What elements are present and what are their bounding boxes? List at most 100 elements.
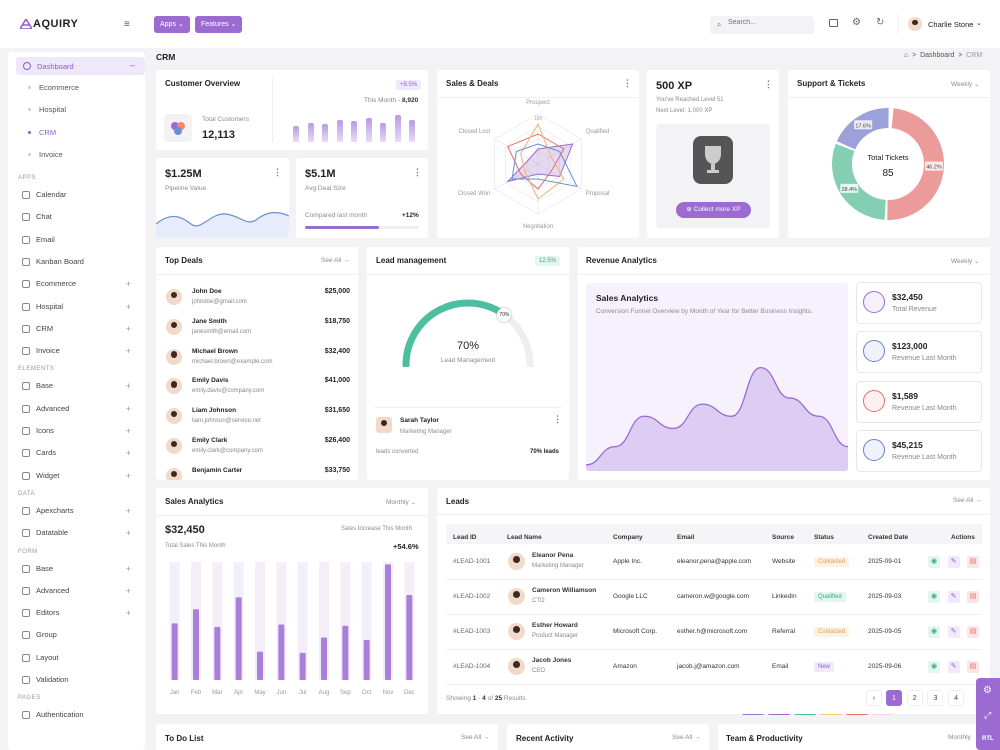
deal-row[interactable]: John Doe johndoe@gmail.com $25,000: [164, 285, 350, 313]
logo-text[interactable]: AQUIRY: [33, 18, 79, 30]
sidebar-item-hospital[interactable]: Hospital +: [8, 297, 145, 317]
sidebar-item-kanban-board[interactable]: Kanban Board: [8, 252, 145, 272]
features-dropdown[interactable]: Features ⌄: [195, 16, 243, 33]
more-icon[interactable]: ⋮: [623, 78, 632, 88]
widget-icon: [22, 471, 30, 480]
view-icon[interactable]: ◉: [928, 626, 940, 638]
revenue-stat-card[interactable]: $123,000 Revenue Last Month: [856, 331, 982, 374]
edit-icon[interactable]: ✎: [947, 661, 960, 673]
revenue-stat-label: Revenue Last Month: [892, 404, 957, 412]
sidebar-item-crm[interactable]: CRM +: [8, 319, 145, 339]
page-1-button[interactable]: 1: [886, 690, 902, 706]
user-name[interactable]: Charlie Stone: [928, 20, 974, 29]
sidebar-sub-crm[interactable]: CRM: [39, 127, 57, 137]
sidebar-section-elements: ELEMENTS: [18, 366, 55, 373]
deal-row[interactable]: Benjamin Carter $33,750: [164, 464, 350, 480]
notification-icon[interactable]: ↻: [876, 17, 885, 28]
deal-row[interactable]: Emily Clark emily.clark@company.com $26,40…: [164, 434, 350, 462]
table-row[interactable]: [446, 580, 982, 615]
sidebar-sub-ecommerce[interactable]: Ecommerce: [39, 83, 80, 92]
table-row[interactable]: [446, 650, 982, 685]
deal-row[interactable]: Jane Smith janesmith@email.com $18,750: [164, 315, 350, 343]
todo-card: To Do List See All →: [156, 724, 498, 750]
sales-filter[interactable]: Monthly ⌄: [386, 499, 417, 506]
deal-row[interactable]: Emily Davis emily.davis@company.com $41,00…: [164, 374, 350, 402]
sidebar-item-widget[interactable]: Widget +: [8, 466, 145, 486]
revenue-filter[interactable]: Weekly ⌄: [951, 258, 980, 265]
expand-icon[interactable]: ⤢: [984, 710, 992, 720]
table-header: Lead Name: [507, 534, 542, 541]
team-filter[interactable]: Monthly: [948, 734, 971, 741]
more-icon[interactable]: ⋮: [764, 79, 773, 89]
search-box[interactable]: ⌕: [710, 16, 814, 34]
user-avatar[interactable]: [908, 17, 922, 31]
more-icon[interactable]: ⋮: [553, 414, 562, 424]
support-filter[interactable]: Weekly ⌄: [951, 81, 980, 88]
page-3-button[interactable]: 3: [927, 690, 944, 706]
recent-see-all[interactable]: See All →: [672, 734, 701, 741]
donut-slice: [887, 108, 945, 220]
more-icon[interactable]: ⋮: [273, 167, 282, 177]
prev-page-button[interactable]: ‹: [866, 690, 882, 706]
view-icon[interactable]: ◉: [928, 591, 940, 603]
settings-icon[interactable]: ⚙: [983, 685, 992, 696]
rtl-toggle[interactable]: RTL: [982, 736, 994, 742]
sidebar-item-layout[interactable]: Layout: [8, 648, 145, 668]
trophy-panel: ⊕ Collect more XP: [656, 124, 770, 228]
table-row[interactable]: [446, 615, 982, 650]
deal-row[interactable]: Liam Johnson liam.johnson@service.net $31,…: [164, 404, 350, 432]
see-all-link[interactable]: See All →: [321, 257, 350, 264]
total-customers-label: Total Customers: [202, 116, 249, 123]
todo-see-all[interactable]: See All →: [461, 734, 490, 741]
calendar-icon: [22, 191, 30, 199]
table-row[interactable]: [446, 545, 982, 580]
sidebar-item-ecommerce[interactable]: Ecommerce +: [8, 274, 145, 294]
home-icon[interactable]: ⌂: [904, 52, 909, 59]
sidebar-item-cards[interactable]: Cards +: [8, 443, 145, 463]
sidebar-item-datatable[interactable]: Datatable +: [8, 523, 145, 543]
sidebar-item-apexcharts[interactable]: Apexcharts +: [8, 501, 145, 521]
settings-icon[interactable]: ⚙: [852, 17, 861, 28]
search-input[interactable]: [728, 19, 808, 26]
revenue-stat-card[interactable]: $45,215 Revenue Last Month: [856, 429, 982, 472]
edit-icon[interactable]: ✎: [947, 591, 960, 603]
user-chevron-icon[interactable]: ⌄: [976, 20, 982, 27]
more-icon[interactable]: ⋮: [413, 167, 422, 177]
apps-dropdown[interactable]: Apps ⌄: [154, 16, 190, 33]
edit-icon[interactable]: ✎: [947, 556, 960, 568]
deal-row[interactable]: Michael Brown michael.brown@example.com $3…: [164, 345, 350, 373]
menu-toggle-icon[interactable]: ≡: [124, 19, 130, 30]
sidebar-item-email[interactable]: Email: [8, 230, 145, 250]
sidebar-item-authentication[interactable]: Authentication: [8, 705, 145, 725]
page-2-button[interactable]: 2: [906, 690, 923, 706]
sidebar-sub-hospital[interactable]: Hospital: [39, 105, 67, 115]
edit-icon[interactable]: ✎: [947, 626, 960, 638]
sidebar-item-calendar[interactable]: Calendar: [8, 185, 145, 205]
sidebar-item-invoice[interactable]: Invoice +: [8, 341, 145, 361]
screen-icon[interactable]: [829, 19, 838, 27]
sidebar-item-advanced[interactable]: Advanced +: [8, 581, 145, 601]
sidebar-item-group[interactable]: Group: [8, 625, 145, 645]
sidebar-item-icons[interactable]: Icons +: [8, 421, 145, 441]
delete-icon[interactable]: ▤: [967, 591, 979, 603]
breadcrumb-dashboard[interactable]: Dashboard: [920, 52, 955, 59]
sidebar-item-base[interactable]: Base +: [8, 559, 145, 579]
sidebar-item-base[interactable]: Base +: [8, 376, 145, 396]
delete-icon[interactable]: ▤: [967, 626, 979, 638]
sidebar-item-editors[interactable]: Editors +: [8, 603, 145, 623]
sidebar-item-chat[interactable]: Chat: [8, 207, 145, 227]
delete-icon[interactable]: ▤: [967, 556, 979, 568]
view-icon[interactable]: ◉: [928, 661, 940, 673]
revenue-stat-card[interactable]: $32,450 Total Revenue: [856, 282, 982, 324]
sidebar-item-validation[interactable]: Validation: [8, 670, 145, 690]
revenue-stat-card[interactable]: $1,589 Revenue Last Month: [856, 380, 982, 423]
delete-icon[interactable]: ▤: [967, 661, 979, 673]
leads-see-all[interactable]: See All →: [953, 497, 982, 504]
collect-xp-button[interactable]: ⊕ Collect more XP: [676, 202, 751, 218]
page-4-button[interactable]: 4: [948, 690, 965, 706]
sidebar-item-dashboard[interactable]: Dashboard –: [16, 57, 145, 75]
sidebar-sub-invoice[interactable]: Invoice: [39, 149, 63, 159]
view-icon[interactable]: ◉: [928, 556, 940, 568]
sidebar-item-advanced[interactable]: Advanced +: [8, 399, 145, 419]
team-card: Team & Productivity Monthly: [718, 724, 990, 750]
